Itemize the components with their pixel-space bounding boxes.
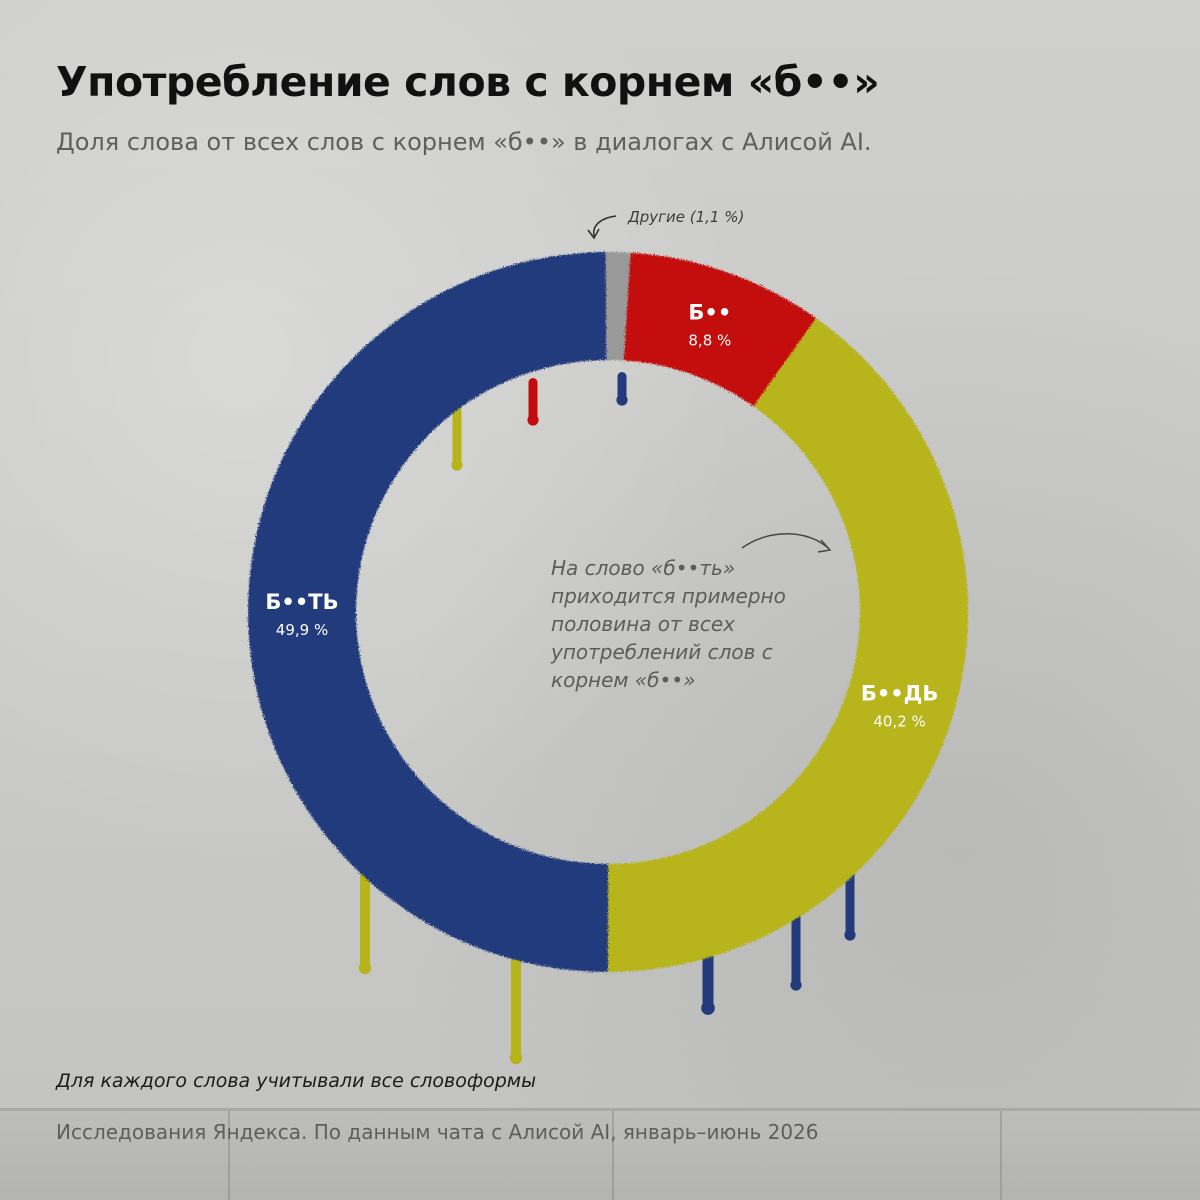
note-arrowhead <box>817 539 832 553</box>
paint-drip <box>791 900 801 985</box>
paint-drip <box>511 940 521 1058</box>
paint-drip-end <box>358 961 372 975</box>
paint-drip-end <box>509 1051 523 1065</box>
chart-subtitle: Доля слова от всех слов с корнем «б••» в… <box>56 128 872 156</box>
slice-label: Б••ДЬ <box>861 682 939 706</box>
slice-label: Б•• <box>688 300 731 324</box>
slice-label: Б••ТЬ <box>265 590 338 614</box>
others-arrowhead <box>587 228 600 240</box>
donut-slice-3 <box>623 252 816 407</box>
footnote: Для каждого слова учитывали все словофор… <box>56 1070 537 1092</box>
paint-drips <box>358 372 856 1065</box>
paint-drip <box>528 378 538 420</box>
annotation-note: На слово «б••ть» приходится примерно пол… <box>551 556 786 692</box>
others-label: Другие (1,1 %) <box>627 208 744 226</box>
source-note: Исследования Яндекса. По данным чата с А… <box>56 1120 819 1144</box>
paint-drip-end <box>844 929 856 941</box>
paint-drip-end <box>701 1001 715 1015</box>
slice-value: 8,8 % <box>688 331 731 349</box>
donut-slice-1 <box>248 252 608 973</box>
donut-slice-2 <box>605 252 631 361</box>
paint-drip <box>617 372 627 400</box>
donut-slice-4 <box>608 318 968 972</box>
paint-drip-end <box>616 394 628 406</box>
paint-drip <box>452 405 462 465</box>
pavement <box>0 1108 1200 1200</box>
chart-title: Употребление слов с корнем «б••» <box>56 58 880 106</box>
paint-drip <box>845 870 855 935</box>
paint-drip-end <box>790 979 802 991</box>
others-arrow <box>592 215 617 237</box>
note-arrow <box>741 533 829 549</box>
slice-value: 49,9 % <box>276 621 328 639</box>
paint-drip <box>360 870 370 968</box>
paint-drip-end <box>527 414 539 426</box>
paint-drip-end <box>451 459 463 471</box>
slice-value: 40,2 % <box>873 713 925 731</box>
